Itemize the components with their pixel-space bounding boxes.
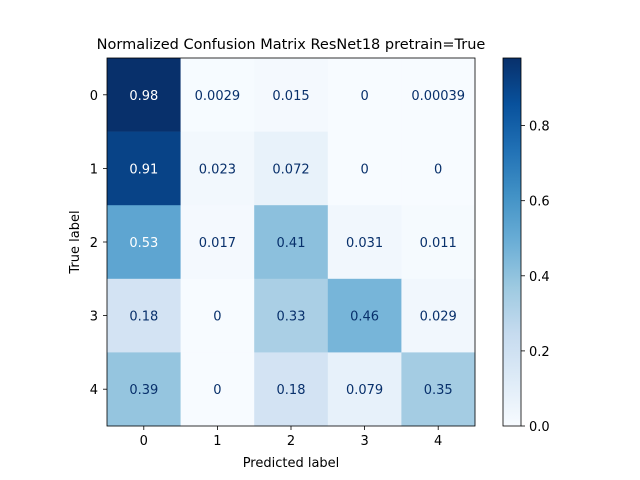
heatmap-cell bbox=[401, 58, 476, 132]
heatmap-cell bbox=[254, 131, 329, 206]
cell-value-label: 0.00039 bbox=[411, 89, 465, 104]
y-tick-label: 2 bbox=[90, 236, 98, 251]
cell-value-label: 0.46 bbox=[350, 310, 379, 325]
y-tick-label: 4 bbox=[90, 383, 98, 398]
heatmap-cell bbox=[254, 205, 329, 280]
colorbar-tick-label: 0.0 bbox=[529, 420, 550, 435]
heatmap-cell bbox=[254, 58, 329, 132]
heatmap-cell bbox=[107, 352, 181, 427]
heatmap-cell bbox=[180, 352, 255, 427]
heatmap-cell bbox=[327, 131, 402, 206]
x-tick-label: 0 bbox=[140, 434, 148, 449]
cell-value-label: 0.98 bbox=[129, 89, 158, 104]
heatmap-cell bbox=[327, 352, 402, 427]
x-tick-label: 4 bbox=[434, 434, 442, 449]
cell-value-label: 0.015 bbox=[272, 89, 309, 104]
heatmap-cell bbox=[254, 352, 329, 427]
cell-value-label: 0 bbox=[360, 89, 368, 104]
heatmap-cells bbox=[107, 58, 476, 427]
x-axis-label: Predicted label bbox=[243, 456, 340, 471]
heatmap-cell bbox=[401, 131, 476, 206]
y-tick-label: 0 bbox=[90, 89, 98, 104]
colorbar: 0.0 0.2 0.4 0.6 0.8 bbox=[502, 57, 550, 435]
cell-value-label: 0 bbox=[434, 162, 442, 177]
heatmap-cell bbox=[327, 58, 402, 132]
cell-value-label: 0 bbox=[213, 383, 221, 398]
heatmap-cell bbox=[180, 58, 255, 132]
cell-value-label: 0.39 bbox=[129, 383, 158, 398]
cell-value-label: 0.029 bbox=[420, 310, 457, 325]
cell-value-label: 0.41 bbox=[277, 236, 306, 251]
cell-value-label: 0.023 bbox=[199, 162, 236, 177]
y-axis-label: True label bbox=[68, 210, 83, 274]
colorbar-tick-label: 0.8 bbox=[529, 120, 550, 135]
cell-value-label: 0.031 bbox=[346, 236, 383, 251]
cell-value-label: 0.0029 bbox=[195, 89, 241, 104]
colorbar-gradient bbox=[503, 58, 521, 426]
y-axis-ticks: 0 1 2 3 4 bbox=[90, 89, 107, 398]
cell-value-label: 0.18 bbox=[129, 310, 158, 325]
heatmap-cell bbox=[180, 205, 255, 280]
heatmap-cell bbox=[107, 205, 181, 280]
x-tick-label: 1 bbox=[213, 434, 221, 449]
colorbar-frame bbox=[502, 57, 522, 427]
cell-value-label: 0.011 bbox=[420, 236, 457, 251]
heatmap-cell bbox=[107, 278, 181, 353]
heatmap-cell bbox=[107, 58, 181, 132]
colorbar-tick-label: 0.2 bbox=[529, 345, 550, 360]
cell-value-label: 0.017 bbox=[199, 236, 236, 251]
cell-value-label: 0.18 bbox=[277, 383, 306, 398]
heatmap-cell bbox=[254, 278, 329, 353]
heatmap-cell bbox=[327, 205, 402, 280]
cell-value-label: 0.91 bbox=[129, 162, 158, 177]
heatmap-cell bbox=[327, 278, 402, 353]
chart-title: Normalized Confusion Matrix ResNet18 pre… bbox=[97, 37, 486, 53]
heatmap-cell bbox=[401, 278, 476, 353]
y-tick-label: 3 bbox=[90, 310, 98, 325]
cell-value-label: 0.35 bbox=[424, 383, 453, 398]
colorbar-tick-label: 0.6 bbox=[529, 195, 550, 210]
heatmap-cell bbox=[180, 278, 255, 353]
cell-value-label: 0 bbox=[213, 310, 221, 325]
heatmap-cell bbox=[401, 205, 476, 280]
colorbar-tick-label: 0.4 bbox=[529, 270, 550, 285]
x-axis-ticks: 0 1 2 3 4 bbox=[140, 426, 442, 449]
cell-value-label: 0 bbox=[360, 162, 368, 177]
heatmap-cell bbox=[180, 131, 255, 206]
cell-value-label: 0.33 bbox=[277, 310, 306, 325]
heatmap-cell bbox=[401, 352, 476, 427]
cell-value-label: 0.072 bbox=[272, 162, 309, 177]
cell-value-label: 0.53 bbox=[129, 236, 158, 251]
x-tick-label: 2 bbox=[287, 434, 295, 449]
heatmap-cell-labels: 0.98 0.0029 0.015 0 0.00039 0.91 0.023 0.072 0 0 0… bbox=[129, 89, 465, 398]
y-tick-label: 1 bbox=[90, 162, 98, 177]
x-tick-label: 3 bbox=[360, 434, 368, 449]
cell-value-label: 0.079 bbox=[346, 383, 383, 398]
heatmap-cell bbox=[107, 131, 181, 206]
